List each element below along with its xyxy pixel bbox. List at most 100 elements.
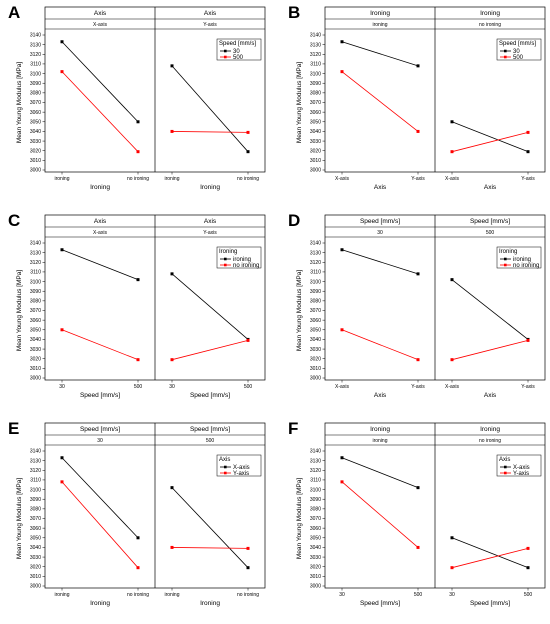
data-point-Y-axis xyxy=(170,545,174,549)
data-point-500 xyxy=(170,129,174,133)
y-tick-label: 3020 xyxy=(310,564,321,570)
y-tick-label: 3140 xyxy=(310,241,321,247)
facet-strip-label: Y-axis xyxy=(203,230,217,236)
legend-box xyxy=(216,246,262,269)
series-line-ironing xyxy=(61,249,139,281)
legend-entry-label: no ironing xyxy=(233,263,259,269)
y-tick-label: 3120 xyxy=(30,260,41,266)
y-tick-label: 3140 xyxy=(30,241,41,247)
y-tick-label: 3060 xyxy=(310,110,321,116)
y-tick-label: 3080 xyxy=(310,91,321,97)
y-tick-label: 3050 xyxy=(30,327,41,333)
y-tick-label: 3050 xyxy=(310,119,321,125)
y-axis-title: Mean Young Modulus [MPa] xyxy=(16,62,23,143)
x-tick-label: Y-axis xyxy=(411,384,425,390)
series-line-Y-axis xyxy=(341,481,419,548)
panel-label: C xyxy=(8,211,20,230)
series-line-500 xyxy=(451,132,529,153)
legend-title: Axis xyxy=(219,457,230,463)
x-axis-title: Speed [mm/s] xyxy=(190,392,230,399)
y-tick-label: 3120 xyxy=(310,260,321,266)
x-tick-label: 30 xyxy=(59,384,65,390)
series-line-no-ironing xyxy=(61,329,139,361)
x-tick-label: X-axis xyxy=(445,176,459,182)
series-line-30 xyxy=(451,121,529,153)
x-axis-title: Axis xyxy=(374,392,387,399)
y-tick-label: 3110 xyxy=(310,62,321,68)
x-tick-label: 500 xyxy=(134,384,143,390)
series-line-Y-axis xyxy=(171,547,249,549)
y-tick-label: 3110 xyxy=(30,270,41,276)
series-line-X-axis xyxy=(451,537,529,569)
data-point-500 xyxy=(416,129,420,133)
y-tick-label: 3130 xyxy=(30,42,41,48)
y-tick-label: 3090 xyxy=(310,497,321,503)
legend-entry-label: X-axis xyxy=(513,465,530,471)
y-tick-label: 3030 xyxy=(30,139,41,145)
series-line-no-ironing xyxy=(171,340,249,361)
data-point-30 xyxy=(170,64,174,68)
y-tick-label: 3060 xyxy=(310,526,321,532)
x-tick-label: 30 xyxy=(449,592,455,598)
series-line-500 xyxy=(341,71,419,132)
x-tick-label: X-axis xyxy=(335,176,349,182)
y-tick-label: 3010 xyxy=(310,366,321,372)
data-point-no-ironing xyxy=(136,358,140,362)
x-tick-label: ironing xyxy=(164,592,179,598)
legend-swatch-marker xyxy=(504,471,507,475)
facet-strip-label: no ironing xyxy=(479,438,501,444)
panel-label: E xyxy=(8,419,19,438)
y-tick-label: 3070 xyxy=(30,308,41,314)
y-tick-label: 3140 xyxy=(30,33,41,39)
x-tick-label: Y-axis xyxy=(411,176,425,182)
y-tick-label: 3010 xyxy=(30,366,41,372)
y-tick-label: 3140 xyxy=(310,449,321,455)
facet-strip-label: X-axis xyxy=(93,22,107,28)
y-tick-label: 3110 xyxy=(310,270,321,276)
y-tick-label: 3000 xyxy=(30,376,41,382)
y-tick-label: 3010 xyxy=(30,158,41,164)
y-tick-label: 3040 xyxy=(30,129,41,135)
panel-F: F300030103020303030403050306030703080309… xyxy=(288,419,546,607)
y-tick-label: 3090 xyxy=(30,81,41,87)
data-point-30 xyxy=(246,150,250,154)
y-tick-label: 3060 xyxy=(30,318,41,324)
y-tick-label: 3080 xyxy=(30,507,41,513)
data-point-500 xyxy=(450,150,454,154)
x-axis-title: Ironing xyxy=(200,600,220,607)
y-tick-label: 3050 xyxy=(30,119,41,125)
data-point-500 xyxy=(136,150,140,154)
legend-entry-label: Y-axis xyxy=(233,471,249,477)
legend-title: Speed [mm/s] xyxy=(219,41,256,47)
x-tick-label: no ironing xyxy=(237,176,259,182)
x-axis-title: Speed [mm/s] xyxy=(80,392,120,399)
facet-strip-label: 500 xyxy=(206,438,215,444)
facet-strip-label: no ironing xyxy=(479,22,501,28)
data-point-Y-axis xyxy=(136,566,140,570)
data-point-X-axis xyxy=(136,536,140,540)
y-axis-title: Mean Young Modulus [MPa] xyxy=(296,62,303,143)
legend-box xyxy=(216,38,262,61)
x-axis-title: Axis xyxy=(374,184,387,191)
y-tick-label: 3030 xyxy=(310,139,321,145)
legend-swatch-marker xyxy=(224,257,227,261)
panel-label: B xyxy=(288,3,300,22)
panel-label: D xyxy=(288,211,300,230)
legend-box xyxy=(216,454,262,477)
data-point-X-axis xyxy=(526,566,530,570)
legend-entry-label: 500 xyxy=(513,55,524,61)
series-line-Y-axis xyxy=(61,481,139,568)
data-point-ironing xyxy=(416,272,420,276)
y-tick-label: 3080 xyxy=(30,91,41,97)
y-tick-label: 3080 xyxy=(310,507,321,513)
panel-A: A 3000 3010 3020 3030 3040 3050 3060 3070 3080 309… xyxy=(8,3,266,191)
facet-header-title: Ironing xyxy=(370,426,390,433)
data-point-no-ironing xyxy=(246,338,250,342)
x-tick-label: 500 xyxy=(414,592,423,598)
y-tick-label: 3020 xyxy=(30,564,41,570)
y-tick-label: 3010 xyxy=(30,574,41,580)
y-tick-label: 3040 xyxy=(310,337,321,343)
data-point-30 xyxy=(340,40,344,44)
data-point-Y-axis xyxy=(60,480,64,484)
